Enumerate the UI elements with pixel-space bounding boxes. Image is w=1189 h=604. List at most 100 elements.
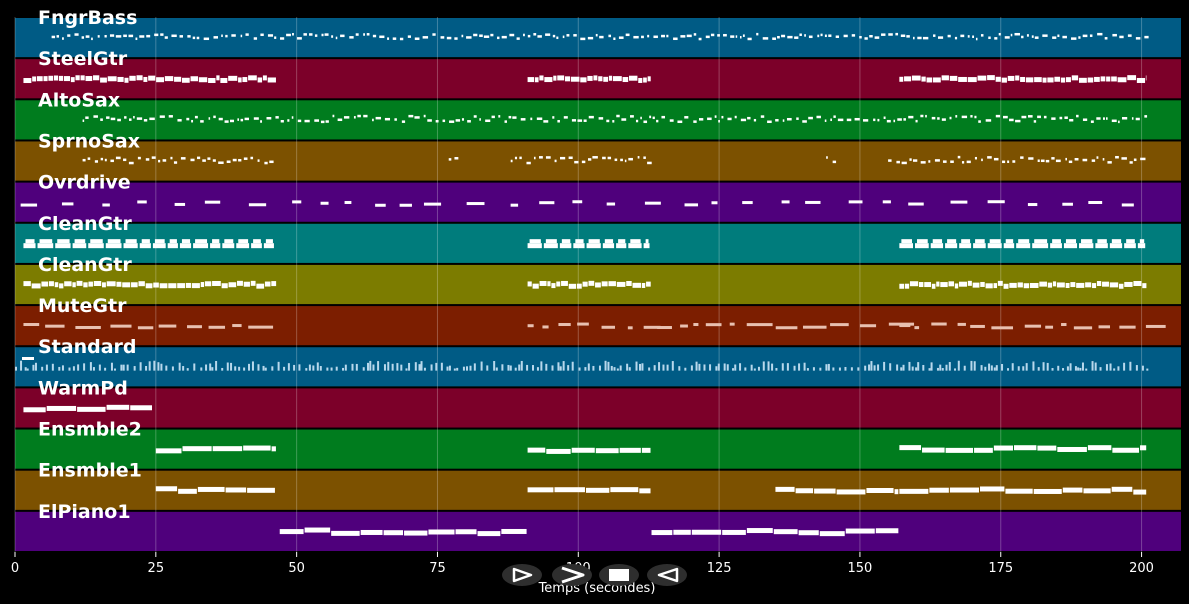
note-8-0-86 xyxy=(423,367,426,371)
note-0-0-94 xyxy=(647,34,650,38)
note-6-2-16 xyxy=(997,280,1003,286)
note-1-2-5 xyxy=(933,77,941,83)
note-8-0-195 xyxy=(936,367,939,371)
x-tick-label-2: 50 xyxy=(288,561,305,576)
note-0-0-173 xyxy=(1135,37,1141,40)
note-2-0-27 xyxy=(244,117,250,121)
note-5-2-18 xyxy=(1032,243,1049,249)
note-8-0-24 xyxy=(133,366,136,371)
note-0-0-158 xyxy=(1031,35,1034,38)
note-3-3-1 xyxy=(832,160,837,164)
note-2-0-29 xyxy=(260,120,263,123)
note-3-4-22 xyxy=(1037,159,1040,162)
note-8-0-67 xyxy=(342,367,345,371)
note-8-0-225 xyxy=(1069,363,1072,371)
note-6-2-7 xyxy=(940,282,948,288)
note-8-0-35 xyxy=(186,368,189,371)
note-8-0-84 xyxy=(418,364,421,371)
note-4-0-1 xyxy=(61,202,74,206)
note-0-0-96 xyxy=(661,34,665,38)
note-8-0-49 xyxy=(251,361,254,371)
note-5-1-7 xyxy=(575,239,584,244)
note-1-2-30 xyxy=(1111,76,1117,82)
note-5-1-8 xyxy=(586,243,601,249)
note-8-0-63 xyxy=(319,366,322,371)
note-6-2-11 xyxy=(967,280,972,286)
note-0-0-127 xyxy=(843,34,848,38)
play-button[interactable] xyxy=(502,564,542,586)
note-1-0-30 xyxy=(228,75,238,81)
note-8-0-112 xyxy=(545,363,548,371)
note-0-0-153 xyxy=(1004,36,1010,39)
note-1-1-0 xyxy=(527,77,535,83)
note-3-2-15 xyxy=(607,156,612,160)
note-5-2-22 xyxy=(1063,243,1078,249)
note-6-2-37 xyxy=(1142,283,1147,289)
track-band-7 xyxy=(15,306,1181,346)
note-2-0-110 xyxy=(782,119,785,122)
note-0-0-21 xyxy=(179,35,183,38)
note-5-1-15 xyxy=(630,239,641,244)
note-11-1-0 xyxy=(527,487,554,493)
note-8-0-167 xyxy=(803,362,806,371)
note-11-3-7 xyxy=(1083,488,1111,494)
note-2-0-43 xyxy=(353,116,356,119)
note-3-4-17 xyxy=(1002,160,1006,164)
note-6-2-30 xyxy=(1092,283,1097,289)
note-0-0-44 xyxy=(324,33,329,36)
note-0-0-48 xyxy=(349,36,354,39)
note-3-0-4 xyxy=(104,158,107,162)
note-2-0-22 xyxy=(218,117,223,121)
note-0-0-167 xyxy=(1089,34,1093,37)
forward-button[interactable] xyxy=(552,564,592,586)
note-8-0-130 xyxy=(626,363,629,371)
note-5-2-31 xyxy=(1126,239,1135,244)
note-6-1-3 xyxy=(547,281,551,287)
note-0-0-99 xyxy=(680,35,686,38)
note-3-2-21 xyxy=(643,156,646,159)
note-8-0-82 xyxy=(408,362,411,371)
note-2-0-129 xyxy=(903,118,906,121)
note-8-0-235 xyxy=(1109,363,1112,371)
note-8-0-242 xyxy=(1146,368,1149,371)
note-0-0-43 xyxy=(321,33,324,37)
note-7-0-6 xyxy=(187,325,202,329)
note-2-0-124 xyxy=(877,118,880,122)
note-7-3-9 xyxy=(1073,326,1093,330)
note-0-0-38 xyxy=(292,33,294,36)
note-3-0-3 xyxy=(100,157,104,161)
note-6-1-5 xyxy=(556,281,561,287)
note-8-0-12 xyxy=(72,366,75,371)
stop-button[interactable] xyxy=(599,564,639,586)
note-0-0-102 xyxy=(698,37,702,41)
note-2-0-158 xyxy=(1082,118,1088,121)
note-6-1-6 xyxy=(561,280,568,286)
note-0-0-41 xyxy=(309,33,313,36)
note-0-0-172 xyxy=(1127,34,1132,37)
note-2-0-131 xyxy=(915,119,918,123)
note-2-0-8 xyxy=(129,118,132,121)
note-8-0-165 xyxy=(793,365,796,371)
note-0-0-146 xyxy=(967,35,970,38)
rewind-button[interactable] xyxy=(647,564,687,586)
note-8-0-27 xyxy=(148,361,151,371)
note-5-0-6 xyxy=(72,243,87,249)
note-8-0-103 xyxy=(507,364,510,371)
note-8-0-101 xyxy=(495,367,498,371)
note-8-0-79 xyxy=(396,363,399,371)
note-0-0-65 xyxy=(466,36,472,39)
note-1-0-10 xyxy=(80,75,85,81)
note-6-2-10 xyxy=(959,281,967,287)
note-0-0-63 xyxy=(454,37,458,40)
note-8-0-4 xyxy=(32,364,35,371)
note-7-0-5 xyxy=(158,324,177,328)
note-2-0-103 xyxy=(734,115,737,119)
note-8-0-61 xyxy=(312,365,315,371)
note-8-0-36 xyxy=(193,363,196,371)
note-2-0-116 xyxy=(824,119,827,122)
note-6-2-18 xyxy=(1009,282,1017,288)
note-4-0-3 xyxy=(137,200,147,204)
note-6-0-5 xyxy=(59,283,64,289)
note-0-0-19 xyxy=(164,36,168,39)
note-8-0-200 xyxy=(954,368,957,371)
